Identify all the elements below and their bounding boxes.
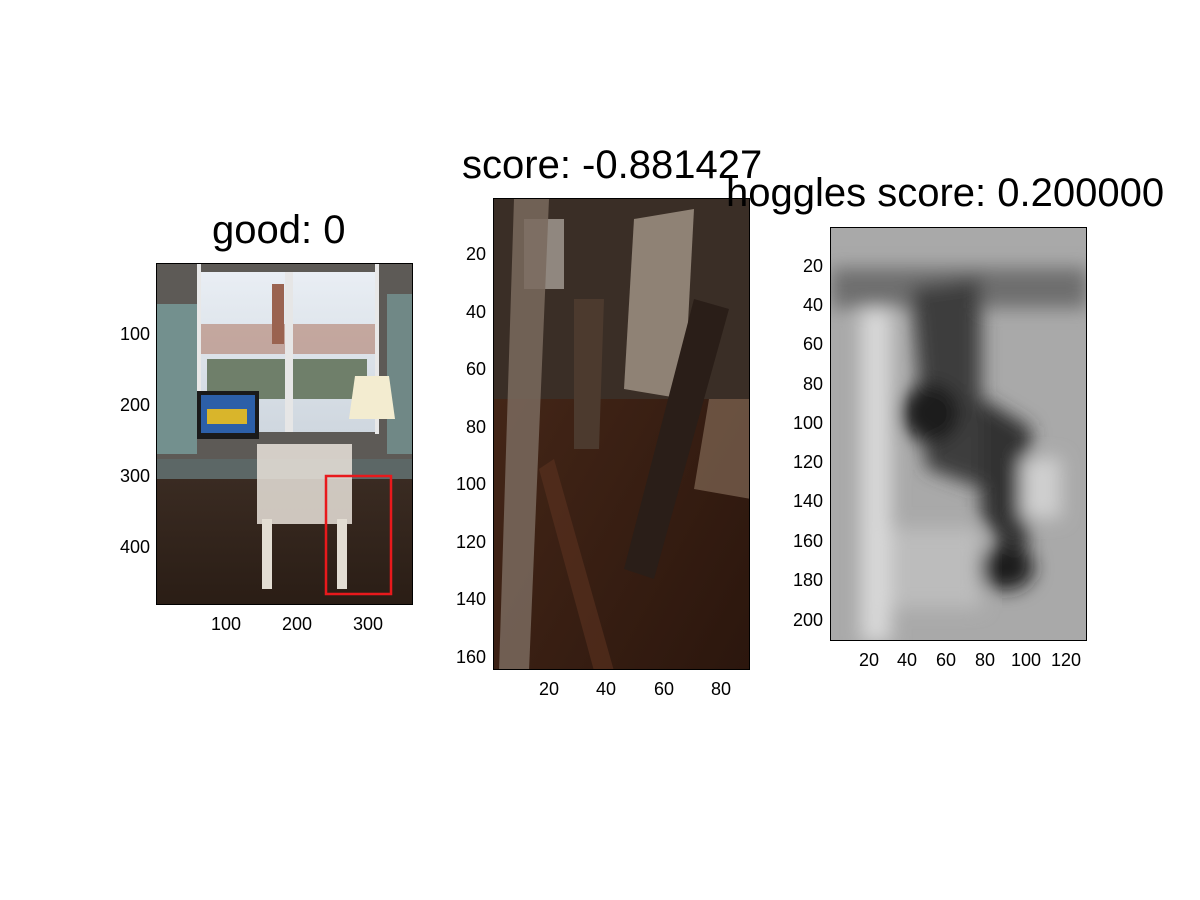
- panel3-y-tick: 180: [792, 570, 823, 590]
- panel2-y-tick: 160: [455, 647, 486, 667]
- panel1-x-tick: 100: [210, 614, 242, 634]
- panel3-y-tick: 40: [802, 295, 823, 315]
- panel3-x-tick: 40: [896, 650, 918, 670]
- panel2-crop-image: [493, 198, 750, 670]
- panel2-y-tick: 20: [465, 244, 486, 264]
- panel3-x-tick: 120: [1050, 650, 1082, 670]
- panel2-x-tick: 20: [538, 679, 560, 699]
- panel1-y-tick: 200: [119, 395, 150, 415]
- panel1-title: good: 0: [212, 208, 346, 252]
- panel2-title: score: -0.881427: [462, 143, 763, 187]
- panel3-hoggles-image: [830, 227, 1087, 641]
- panel2-y-tick: 100: [455, 474, 486, 494]
- panel3-y-tick: 100: [792, 413, 823, 433]
- panel3-y-tick: 200: [792, 610, 823, 630]
- panel2-y-tick: 80: [465, 417, 486, 437]
- panel3-y-tick: 160: [792, 531, 823, 551]
- panel2-x-tick: 80: [710, 679, 732, 699]
- panel2-x-tick: 40: [595, 679, 617, 699]
- panel3-x-tick: 60: [935, 650, 957, 670]
- panel1-x-tick: 300: [352, 614, 384, 634]
- panel2-y-tick: 60: [465, 359, 486, 379]
- panel1-y-tick: 400: [119, 537, 150, 557]
- panel3-y-tick: 80: [802, 374, 823, 394]
- panel3-y-tick: 120: [792, 452, 823, 472]
- panel3-x-tick: 80: [974, 650, 996, 670]
- panel2-y-tick: 120: [455, 532, 486, 552]
- panel1-y-tick: 100: [119, 324, 150, 344]
- panel3-y-tick: 140: [792, 491, 823, 511]
- panel3-x-tick: 20: [858, 650, 880, 670]
- panel3-y-tick: 60: [802, 334, 823, 354]
- panel1-scene-image: [156, 263, 413, 605]
- panel1-x-tick: 200: [281, 614, 313, 634]
- panel1-y-tick: 300: [119, 466, 150, 486]
- panel3-x-tick: 100: [1010, 650, 1042, 670]
- panel2-y-tick: 140: [455, 589, 486, 609]
- panel2-y-tick: 40: [465, 302, 486, 322]
- panel2-x-tick: 60: [653, 679, 675, 699]
- panel3-y-tick: 20: [802, 256, 823, 276]
- panel3-title: hoggles score: 0.200000: [726, 171, 1165, 215]
